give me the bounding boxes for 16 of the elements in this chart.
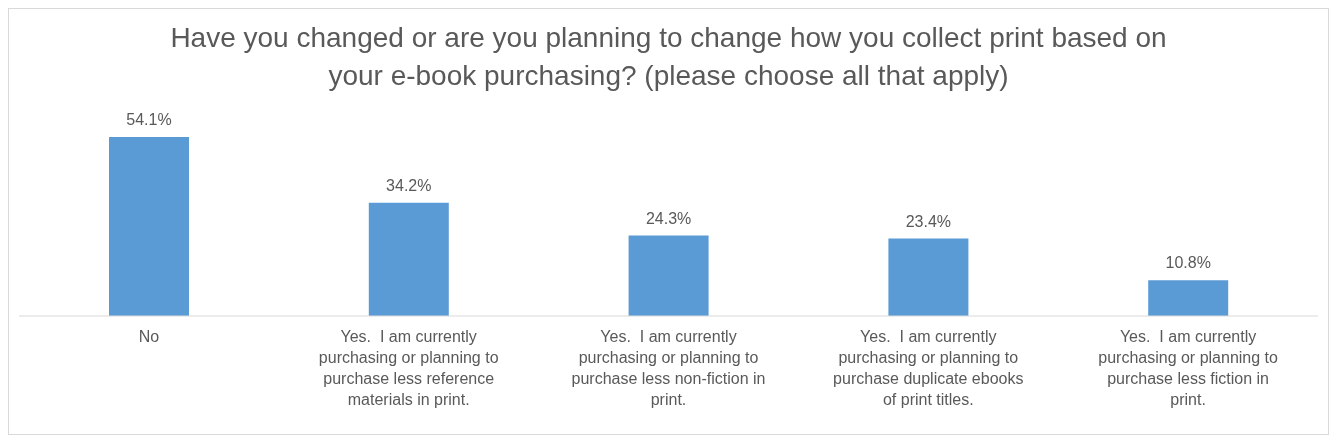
bar bbox=[628, 235, 709, 316]
data-label: 34.2% bbox=[386, 176, 432, 194]
x-tick-label: Yes. I am currently purchasing or planning to purchase less fiction in print. bbox=[1098, 328, 1279, 408]
x-tick-label: No bbox=[138, 328, 160, 345]
bar bbox=[368, 202, 449, 316]
x-tick-label: Yes. I am currently purchasing or planning to purchase duplicate ebooks of print titles. bbox=[833, 328, 1024, 408]
bar bbox=[109, 137, 189, 316]
x-tick-label: Yes. I am currently purchasing or planning to purchase less reference materials in print. bbox=[318, 328, 499, 408]
x-tick-label: Yes. I am currently purchasing or planning to purchase less non-fiction in print. bbox=[571, 328, 766, 408]
bar bbox=[888, 238, 969, 316]
chart-title: Have you changed or are you planning to change how you collect print based on your e-book purchasing? (please choose all that apply) bbox=[169, 21, 1168, 93]
data-label: 54.1% bbox=[126, 111, 172, 128]
bar bbox=[1148, 280, 1229, 316]
data-label: 10.8% bbox=[1165, 254, 1211, 272]
data-label: 24.3% bbox=[645, 209, 692, 227]
data-label: 23.4% bbox=[905, 212, 952, 230]
